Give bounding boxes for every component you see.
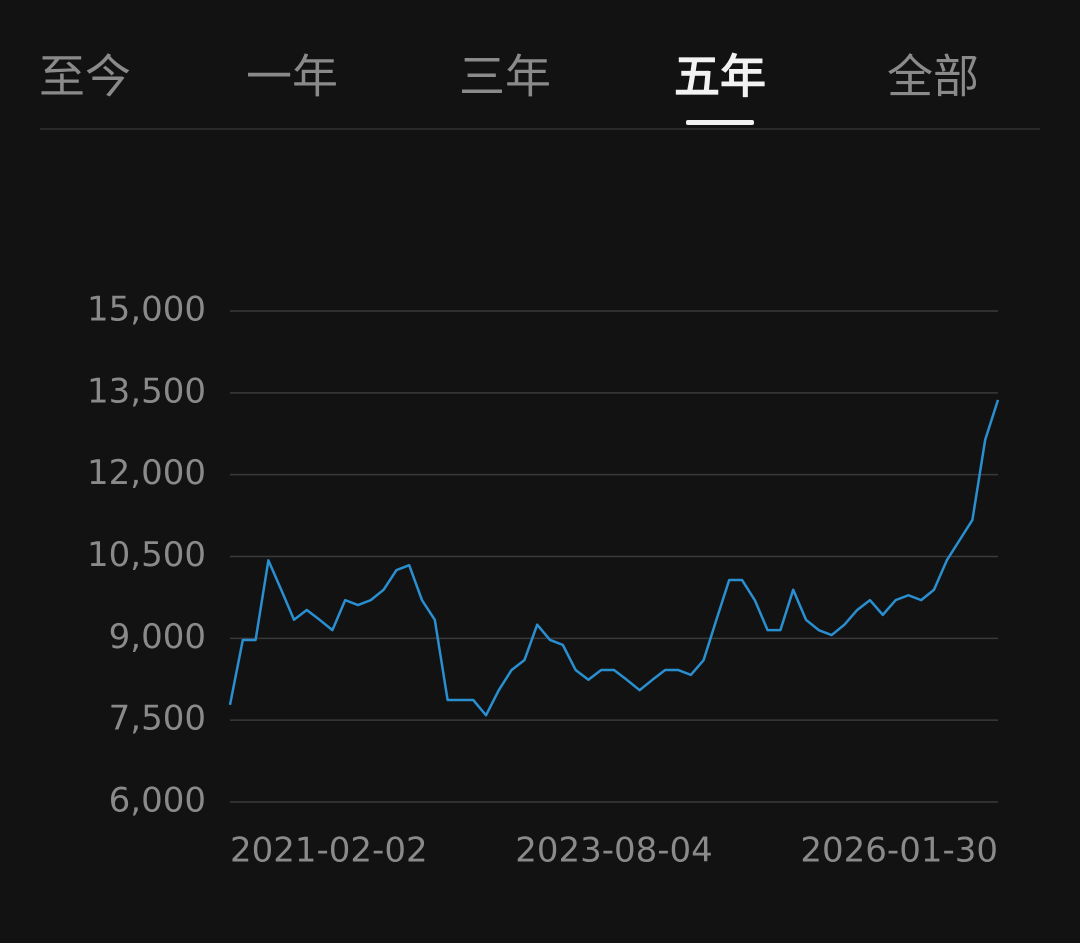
tab[interactable]: 全部 xyxy=(887,50,979,104)
tab[interactable]: 五年 xyxy=(674,50,766,104)
x-tick-label: 2026-01-30 xyxy=(800,831,998,871)
y-tick-label: 15,000 xyxy=(87,290,206,330)
y-tick-label: 13,500 xyxy=(87,371,206,411)
tab[interactable]: 三年 xyxy=(459,50,551,104)
x-tick-label: 2023-08-04 xyxy=(515,831,713,871)
price-line xyxy=(228,399,1000,717)
y-tick-label: 6,000 xyxy=(109,781,206,821)
y-tick-label: 12,000 xyxy=(87,453,206,493)
x-tick-label: 2021-02-02 xyxy=(230,831,428,871)
tab[interactable]: 一年 xyxy=(246,50,338,104)
tab-underline xyxy=(686,120,754,125)
tab[interactable]: 至今 xyxy=(39,50,131,104)
y-tick-label: 10,500 xyxy=(87,535,206,575)
y-tick-label: 9,000 xyxy=(109,617,206,657)
y-tick-label: 7,500 xyxy=(109,699,206,739)
